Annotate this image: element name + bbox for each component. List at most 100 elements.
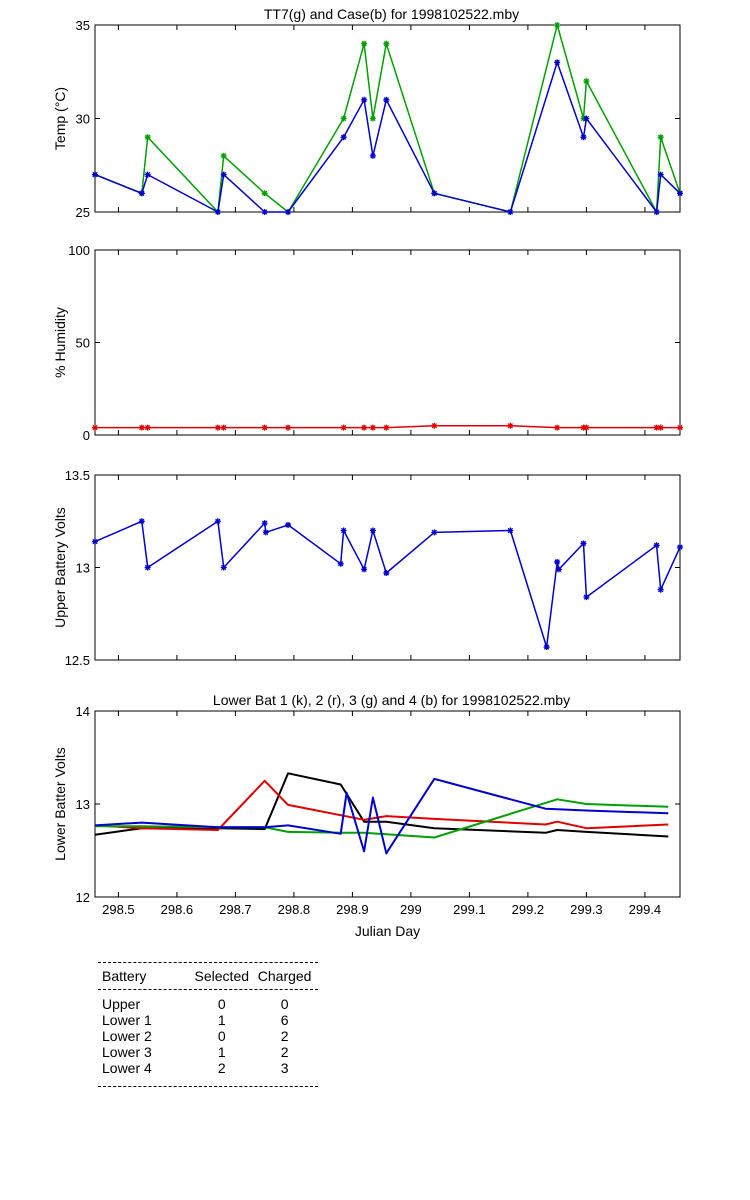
data-point — [507, 209, 514, 215]
data-point — [507, 422, 514, 429]
data-point — [677, 190, 683, 197]
plot-frame-2 — [94, 249, 681, 436]
data-point — [144, 171, 151, 178]
data-point — [383, 96, 390, 103]
charged-value: 2 — [280, 1044, 289, 1060]
battery-name: Lower 1 — [102, 1012, 152, 1028]
header-selected: Selected — [194, 968, 250, 984]
y-axis-label: Lower Batter Volts — [52, 747, 68, 861]
data-point — [677, 544, 683, 551]
data-point — [285, 424, 292, 431]
data-point — [361, 424, 368, 431]
battery-name: Upper — [102, 996, 141, 1012]
table-header-row: Battery Selected Charged — [98, 963, 318, 989]
data-point — [369, 424, 376, 431]
x-tick-label: 298.8 — [278, 902, 311, 917]
y-tick-label: 13 — [76, 797, 90, 812]
data-point — [144, 134, 151, 141]
battery-name: Lower 3 — [102, 1044, 152, 1060]
data-point — [657, 171, 664, 178]
x-tick-label: 299 — [400, 902, 422, 917]
data-point — [361, 566, 368, 573]
data-point — [261, 424, 268, 431]
header-charged: Charged — [257, 968, 312, 984]
selected-value: 1 — [217, 1044, 226, 1060]
data-point — [220, 564, 227, 571]
charged-value: 2 — [280, 1028, 289, 1044]
x-tick-label: 298.6 — [161, 902, 194, 917]
data-point — [261, 190, 268, 197]
data-point — [337, 560, 344, 567]
data-point — [340, 424, 347, 431]
data-point — [214, 518, 221, 525]
data-point — [580, 540, 587, 547]
data-point — [92, 424, 98, 431]
data-point — [340, 527, 347, 534]
selected-value: 0 — [217, 996, 226, 1012]
data-point — [583, 115, 590, 122]
y-tick-label: 14 — [76, 704, 90, 719]
data-point — [583, 78, 590, 85]
data-point — [214, 424, 221, 431]
y-axis-label: Upper Battery Volts — [52, 507, 68, 628]
selected-value: 1 — [217, 1012, 226, 1028]
charged-value: 3 — [280, 1060, 289, 1076]
data-point — [543, 644, 550, 651]
x-tick-label: 298.7 — [219, 902, 252, 917]
data-point — [383, 40, 390, 47]
header-battery: Battery — [102, 968, 147, 984]
data-point — [261, 520, 268, 527]
data-point — [369, 527, 376, 534]
series-line-1 — [94, 520, 681, 648]
table-row: Upper 0 0 — [98, 996, 318, 1012]
plot-frame-1 — [94, 24, 681, 213]
plot-frame-3 — [94, 474, 681, 661]
selected-value: 2 — [217, 1060, 226, 1076]
table-row: Lower 3 1 2 — [98, 1044, 318, 1060]
table-row: Lower 1 1 6 — [98, 1012, 318, 1028]
data-point — [262, 529, 269, 536]
table-row: Lower 2 0 2 — [98, 1028, 318, 1044]
data-point — [138, 518, 145, 525]
data-point — [361, 96, 368, 103]
data-point — [138, 424, 145, 431]
data-point — [554, 22, 561, 28]
data-point — [657, 134, 664, 141]
y-tick-label: 100 — [68, 243, 90, 258]
y-tick-label: 30 — [76, 112, 90, 127]
data-point — [431, 422, 438, 429]
y-tick-label: 25 — [76, 205, 90, 220]
data-point — [369, 152, 376, 159]
data-point — [383, 570, 390, 577]
data-point — [554, 59, 561, 66]
series-line-4 — [94, 777, 669, 855]
data-point — [383, 424, 390, 431]
data-point — [220, 152, 227, 159]
series-line-3 — [95, 798, 669, 839]
data-point — [653, 209, 660, 215]
data-point — [431, 190, 438, 197]
chart-title: Lower Bat 1 (k), 2 (r), 3 (g) and 4 (b) … — [213, 692, 570, 708]
table-row: Lower 4 2 3 — [98, 1060, 318, 1076]
series-line-2 — [94, 779, 669, 831]
data-point — [144, 424, 151, 431]
data-point — [92, 171, 98, 178]
y-axis-label: Temp (°C) — [52, 87, 68, 150]
data-point — [138, 190, 145, 197]
data-point — [555, 566, 562, 573]
y-tick-label: 0 — [83, 428, 90, 443]
data-point — [677, 424, 683, 431]
data-point — [361, 40, 368, 47]
x-tick-label: 298.9 — [336, 902, 369, 917]
data-point — [340, 115, 347, 122]
data-point — [285, 209, 292, 215]
data-point — [554, 424, 561, 431]
data-point — [340, 134, 347, 141]
data-point — [583, 424, 590, 431]
table-rule-bottom — [98, 1086, 318, 1087]
data-point — [653, 542, 660, 549]
data-point — [580, 134, 587, 141]
series-line-2 — [94, 61, 681, 213]
data-point — [657, 586, 664, 593]
